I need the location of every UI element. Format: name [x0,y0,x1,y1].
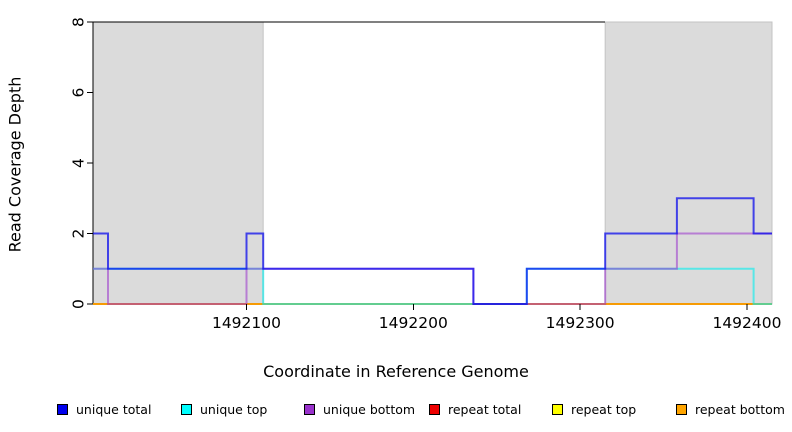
series-unique-total [93,197,772,305]
legend: unique total unique top unique bottom re… [0,399,792,421]
legend-label: repeat bottom [695,401,785,417]
legend-item-repeat-bottom: repeat bottom [676,399,785,419]
repeat-region-1 [604,21,773,305]
legend-item-repeat-top: repeat top [552,399,636,419]
legend-item-repeat-total: repeat total [429,399,521,419]
legend-label: unique bottom [323,401,416,417]
repeat-total-swatch-icon [429,403,440,415]
repeat-top-swatch-icon [552,403,563,415]
legend-label: repeat top [571,401,637,417]
repeat-bottom-swatch-icon [676,403,687,415]
legend-label: repeat total [448,401,522,417]
y-tick-label: 6 [70,88,88,98]
legend-item-unique-bottom: unique bottom [304,399,415,419]
x-tick-label: 1492300 [546,314,615,332]
legend-label: unique total [76,401,152,417]
y-tick-label: 0 [70,299,88,309]
repeat-region-0 [92,21,264,305]
unique-bottom-swatch-icon [304,403,315,415]
x-tick-label: 1492100 [212,314,281,332]
y-tick-label: 8 [70,17,88,27]
x-tick-label: 1492200 [379,314,448,332]
x-axis-title: Coordinate in Reference Genome [263,362,529,381]
legend-item-unique-top: unique top [181,399,267,419]
y-axis-title: Read Coverage Depth [5,76,25,253]
legend-label: unique top [200,401,268,417]
legend-item-unique-total: unique total [57,399,151,419]
y-tick-label: 2 [70,229,88,239]
unique-total-swatch-icon [57,403,68,415]
unique-top-swatch-icon [181,403,192,415]
x-tick-label: 1492400 [712,314,781,332]
y-tick-label: 4 [70,158,88,168]
